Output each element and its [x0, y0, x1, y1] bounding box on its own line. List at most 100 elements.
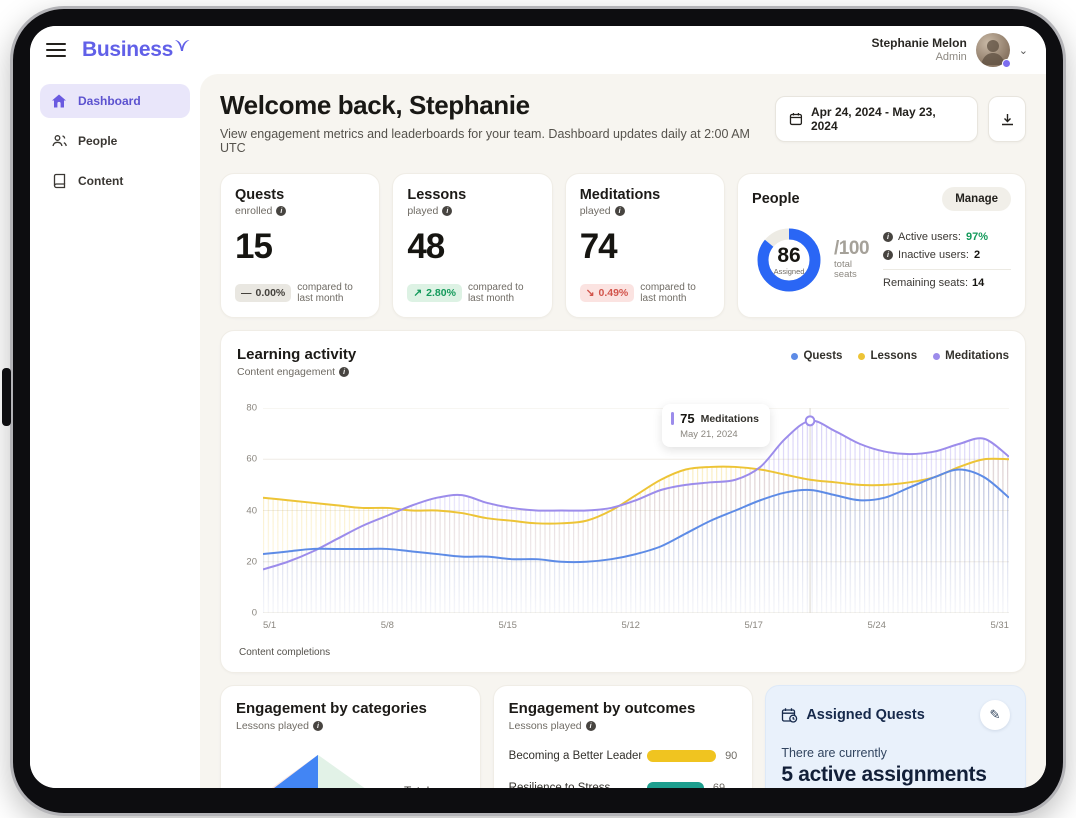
stat-card-quests: Quests enrolled i 15 —0.00% compared to l… [220, 173, 381, 318]
info-icon[interactable]: i [312, 721, 323, 731]
engagement-categories-card: Engagement by categories Lessons played i [220, 685, 481, 788]
flat-icon: — [241, 287, 252, 299]
total-seats-value: /100 [834, 238, 870, 260]
card-title: Assigned Quests [806, 707, 925, 723]
top-bar: Business Stephanie Melon Admin ⌄ [30, 26, 1046, 74]
trend-down-icon: ↘ [585, 287, 595, 299]
stat-subtitle: played [579, 205, 611, 217]
brand-name: Business [82, 38, 173, 61]
tooltip-series: Meditations [700, 412, 759, 425]
app-window: Business Stephanie Melon Admin ⌄ [30, 26, 1046, 788]
delta-badge: —0.00% [235, 284, 292, 302]
outcome-label: Becoming a Better Leader [508, 750, 643, 762]
card-title: Engagement by categories [236, 700, 427, 717]
info-icon[interactable]: i [442, 206, 453, 216]
chevron-down-icon[interactable]: ⌄ [1018, 44, 1028, 57]
main-content: Welcome back, Stephanie View engagement … [200, 74, 1046, 788]
outcome-value: 69 [712, 782, 726, 788]
calendar-clock-icon [782, 707, 798, 723]
assignments-intro: There are currently [781, 746, 887, 760]
people-card: People Manage 86 Ass [737, 173, 1027, 318]
x-axis: 5/1 5/8 5/15 5/12 5/17 5/24 5/31 [263, 620, 1009, 631]
device-side-button [2, 368, 11, 426]
page-subtitle: View engagement metrics and leaderboards… [220, 127, 750, 155]
chart-subtitle: Content engagement [237, 366, 336, 378]
edit-button[interactable]: ✎ [979, 700, 1010, 730]
sidebar-item-content[interactable]: Content [40, 164, 190, 198]
info-icon[interactable]: i [339, 367, 350, 377]
people-title: People [752, 191, 800, 207]
inactive-users-label: Inactive users: [898, 249, 969, 261]
seats-donut-chart: 86 Assigned [752, 223, 826, 297]
stat-title: Quests [235, 187, 285, 203]
card-title: Engagement by outcomes [508, 700, 696, 717]
sidebar-item-label: People [78, 134, 118, 148]
home-icon [50, 92, 68, 110]
compare-label: compared to last month [297, 282, 353, 304]
card-subtitle: Lessons played [508, 720, 582, 732]
outcome-bar [646, 750, 717, 762]
info-icon[interactable]: i [276, 206, 287, 216]
chart-footer-label: Content completions [239, 647, 331, 658]
stat-title: Lessons [407, 187, 467, 203]
outcome-bar [646, 782, 704, 788]
y-axis: 80 60 40 20 0 [246, 402, 257, 619]
compare-label: compared to last month [640, 282, 696, 304]
stat-value: 74 [579, 227, 618, 266]
date-range-button[interactable]: Apr 24, 2024 - May 23, 2024 [775, 96, 979, 142]
stat-card-lessons: Lessons played i 48 ↗ 2.80% compared to la… [392, 173, 553, 318]
remaining-seats-value: 14 [972, 277, 985, 289]
info-icon[interactable]: i [883, 250, 894, 260]
outcome-value: 90 [725, 750, 738, 762]
avatar[interactable] [975, 33, 1011, 68]
total-lessons-label: Total lessons played [404, 784, 465, 788]
download-icon [1001, 113, 1013, 125]
assigned-count: 86 [777, 243, 801, 267]
engagement-outcomes-card: Engagement by outcomes Lessons played i B… [492, 685, 754, 788]
tooltip-value: 75 [680, 411, 695, 426]
download-button[interactable] [988, 96, 1026, 142]
info-icon[interactable]: i [585, 721, 596, 731]
tooltip-accent [671, 412, 675, 425]
date-range-label: Apr 24, 2024 - May 23, 2024 [810, 105, 936, 133]
total-seats-label: total seats [834, 259, 857, 281]
sidebar-item-people[interactable]: People [40, 124, 190, 158]
brand-logo[interactable]: Business [82, 38, 190, 62]
brand-leaf-icon [174, 39, 190, 57]
info-icon[interactable]: i [883, 232, 894, 242]
outcome-row: Resilience to Stress 69 [509, 782, 738, 788]
remaining-seats-label: Remaining seats: [883, 277, 969, 289]
trend-up-icon: ↗ [413, 287, 423, 299]
user-meta: Stephanie Melon Admin [871, 36, 966, 65]
menu-icon[interactable] [46, 43, 66, 57]
stat-subtitle: enrolled [235, 205, 273, 217]
divider [883, 269, 1012, 270]
sidebar-item-label: Content [78, 174, 124, 188]
tooltip-date: May 21, 2024 [680, 429, 738, 440]
info-icon[interactable]: i [614, 206, 625, 216]
category-pentagon-chart [232, 736, 404, 788]
chart-title: Learning activity [237, 346, 357, 363]
stat-card-meditations: Meditations played i 74 ↘ 0.49% compared t… [564, 173, 726, 318]
stat-value: 48 [407, 227, 445, 266]
page-title: Welcome back, Stephanie [220, 90, 530, 120]
calendar-icon [789, 113, 803, 126]
chart-legend: Quests Lessons Meditations [791, 350, 1009, 362]
sidebar-item-dashboard[interactable]: Dashboard [40, 84, 190, 118]
user-name: Stephanie Melon [871, 35, 967, 50]
sidebar: Dashboard People Content [30, 74, 200, 788]
legend-item-lessons[interactable]: Lessons [858, 350, 917, 362]
people-icon [50, 132, 68, 150]
legend-item-meditations[interactable]: Meditations [933, 350, 1009, 362]
delta-badge: ↗ 2.80% [407, 284, 462, 302]
stat-title: Meditations [579, 187, 661, 203]
active-users-label: Active users: [898, 231, 961, 243]
manage-button[interactable]: Manage [942, 187, 1012, 211]
compare-label: compared to last month [467, 282, 524, 304]
legend-item-quests[interactable]: Quests [791, 350, 842, 362]
outcomes-bar-chart: Becoming a Better Leader 90 Resilience to … [508, 750, 738, 788]
line-chart[interactable]: 75 Meditations May 21, 2024 [263, 404, 1009, 613]
assigned-quests-card: Assigned Quests ✎ There are currently 5 … [765, 685, 1026, 788]
assigned-label: Assigned [773, 266, 805, 276]
